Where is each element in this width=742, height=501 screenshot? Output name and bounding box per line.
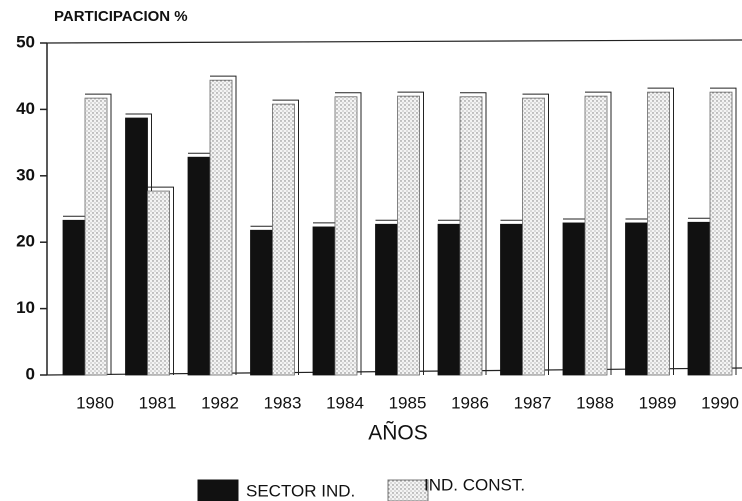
- chart-title: PARTICIPACION %: [54, 8, 188, 25]
- bar-shadow: [585, 91, 612, 375]
- bar: [62, 219, 86, 376]
- bar: [187, 156, 211, 376]
- bar: [584, 95, 608, 376]
- x-tick-label: 1990: [701, 393, 739, 412]
- y-tick-label: 0: [26, 364, 35, 383]
- bar-shadow: [147, 186, 174, 375]
- bar: [209, 79, 233, 376]
- x-tick-label: 1983: [264, 393, 302, 412]
- x-tick-label: 1981: [139, 393, 177, 412]
- x-tick-label: 1987: [514, 393, 552, 412]
- legend-swatch: [197, 479, 239, 501]
- bar: [500, 223, 523, 376]
- y-tick-label: 50: [16, 32, 35, 51]
- bar: [272, 103, 295, 376]
- x-tick-label: 1982: [201, 393, 239, 412]
- bar: [84, 97, 108, 376]
- y-tick-label: 20: [16, 232, 35, 251]
- bar-shadow: [397, 91, 424, 375]
- x-tick-label: 1986: [451, 393, 489, 412]
- bar: [522, 97, 545, 376]
- bar: [125, 117, 148, 376]
- bar: [375, 223, 398, 376]
- bar-shadow: [647, 87, 674, 375]
- y-tick-label: 40: [16, 99, 35, 118]
- bar: [562, 222, 586, 376]
- bar: [687, 221, 711, 376]
- plot-frame-top: [46, 39, 742, 44]
- bar-shadow: [460, 92, 487, 375]
- bar: [147, 190, 170, 376]
- y-tick-label: 30: [16, 165, 35, 184]
- bar-shadow: [85, 93, 112, 375]
- bar: [709, 91, 733, 376]
- legend-swatch: [387, 479, 429, 501]
- bar: [647, 91, 670, 376]
- x-tick-label: 1988: [576, 393, 614, 412]
- bar-shadow: [522, 93, 549, 375]
- legend-label: SECTOR IND.: [246, 481, 355, 500]
- x-axis-label: AÑOS: [368, 421, 428, 445]
- bar: [312, 226, 336, 376]
- y-tick-label: 10: [16, 298, 35, 317]
- bar-shadow: [272, 99, 299, 375]
- bar-shadow: [710, 87, 737, 375]
- x-tick-label: 1985: [389, 393, 427, 412]
- bar: [334, 96, 358, 376]
- bar-shadow: [335, 92, 362, 375]
- bar: [459, 96, 483, 376]
- x-tick-label: 1989: [639, 393, 677, 412]
- x-tick-label: 1984: [326, 393, 364, 412]
- bar: [437, 223, 461, 376]
- bar: [397, 95, 420, 376]
- bar: [250, 229, 273, 376]
- bar-shadow: [210, 75, 237, 375]
- x-tick-label: 1980: [76, 393, 114, 412]
- legend-label: IND. CONST.: [424, 475, 525, 494]
- bar: [625, 222, 648, 376]
